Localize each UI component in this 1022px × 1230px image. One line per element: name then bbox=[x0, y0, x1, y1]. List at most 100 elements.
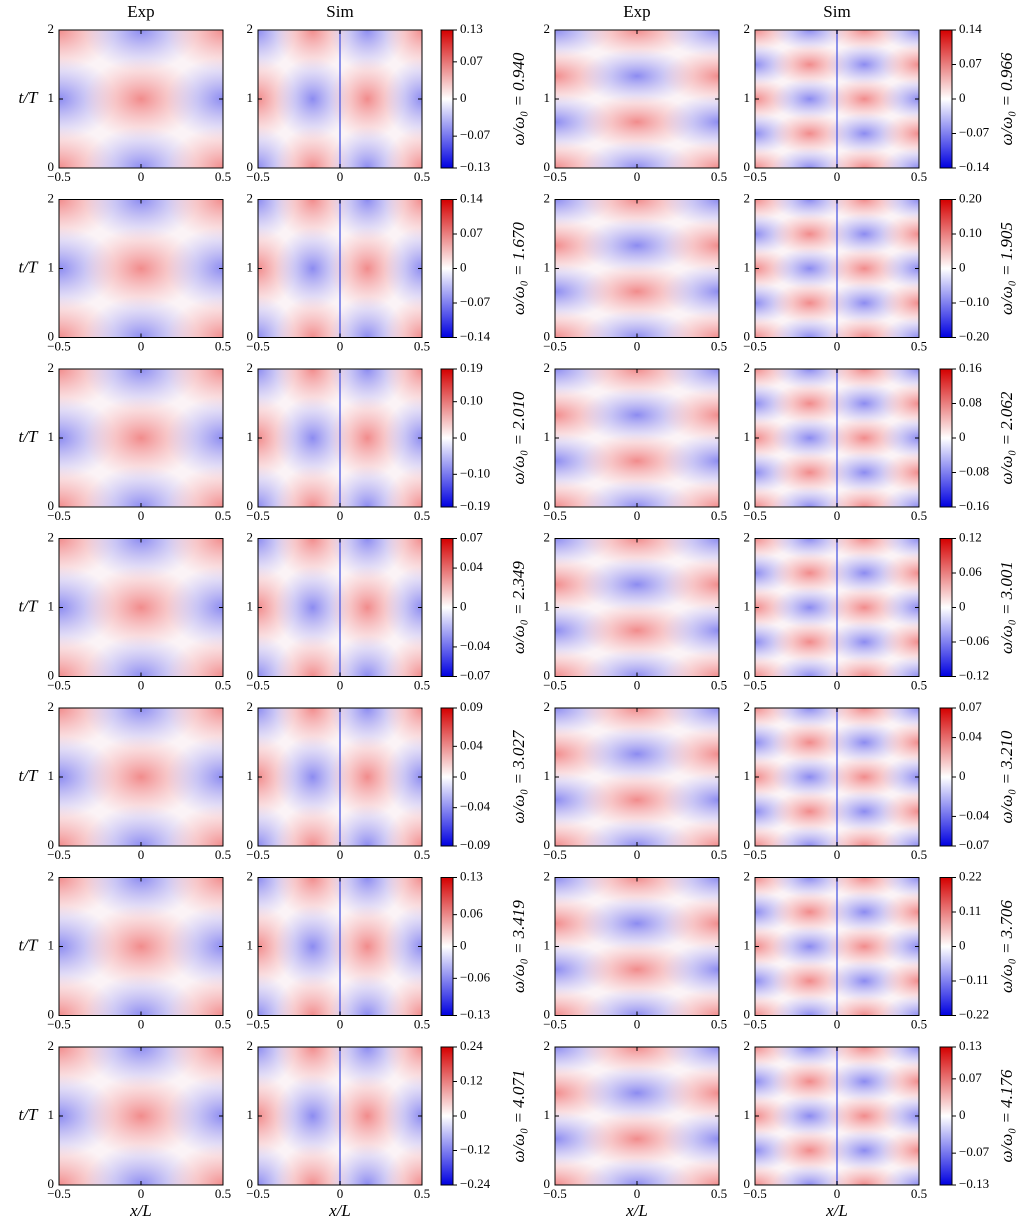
chart: −0.500.5012−0.500.5012t/T0.190.100−0.10−… bbox=[2, 328, 528, 549]
y-tick-label: 0 bbox=[48, 667, 55, 682]
colorbar-tick-label: 0 bbox=[959, 598, 966, 613]
frequency-annotation: ω/ω₀ = 0.940 bbox=[509, 52, 528, 145]
panel-title: Sim bbox=[326, 2, 353, 21]
panel: Exp−0.500.5012 bbox=[2, 0, 281, 209]
colorbar-tick-label: −0.07 bbox=[959, 124, 990, 139]
panel: −0.500.5012 bbox=[2, 158, 281, 379]
x-tick-label: 0 bbox=[337, 169, 344, 184]
x-tick-label: 0 bbox=[634, 1186, 641, 1201]
x-axis-label: x/L bbox=[328, 1201, 351, 1220]
x-tick-label: 0.5 bbox=[215, 1186, 231, 1201]
y-tick-label: 0 bbox=[247, 1176, 254, 1191]
panel: −0.500.5012 bbox=[717, 179, 958, 358]
y-tick-label: 1 bbox=[247, 598, 254, 613]
y-tick-label: 1 bbox=[247, 259, 254, 274]
y-tick-label: 0 bbox=[744, 1006, 751, 1021]
panel: Sim−0.500.5012 bbox=[717, 2, 958, 189]
y-tick-label: 2 bbox=[544, 699, 551, 714]
x-tick-label: 0.5 bbox=[911, 1016, 927, 1031]
colorbar bbox=[940, 200, 952, 338]
heatmap-texture bbox=[717, 9, 958, 188]
colorbar-tick-label: 0 bbox=[959, 768, 966, 783]
colorbar-tick-label: 0.07 bbox=[460, 53, 483, 68]
heatmap-texture bbox=[717, 518, 958, 697]
x-tick-label: 0.5 bbox=[215, 508, 231, 523]
y-tick-label: 0 bbox=[247, 837, 254, 852]
figure: Exp−0.500.5012Sim−0.500.5012t/T0.130.070… bbox=[0, 0, 1022, 1230]
y-tick-label: 1 bbox=[744, 768, 751, 783]
heatmap-texture bbox=[717, 179, 958, 358]
y-tick-label: 1 bbox=[744, 90, 751, 105]
x-tick-label: 0.5 bbox=[711, 847, 727, 862]
x-tick-label: 0.5 bbox=[911, 338, 927, 353]
colorbar-tick-label: 0.12 bbox=[959, 529, 982, 544]
y-axis-label: t/T bbox=[19, 766, 39, 785]
colorbar-tick-label: 0.19 bbox=[460, 360, 483, 375]
colorbar-tick-label: −0.19 bbox=[460, 498, 490, 513]
x-tick-label: 0 bbox=[138, 847, 145, 862]
y-tick-label: 0 bbox=[544, 498, 551, 513]
colorbar-tick-label: −0.10 bbox=[460, 465, 490, 480]
x-tick-label: 0.5 bbox=[414, 169, 430, 184]
panel: −0.500.5012 bbox=[717, 687, 958, 866]
colorbar-tick-label: 0.07 bbox=[959, 699, 982, 714]
y-tick-label: 1 bbox=[247, 429, 254, 444]
colorbar-tick-label: 0.13 bbox=[460, 868, 483, 883]
y-tick-label: 0 bbox=[48, 328, 55, 343]
colorbar-tick-label: −0.07 bbox=[460, 294, 491, 309]
colorbar-tick-label: 0.08 bbox=[959, 394, 982, 409]
x-axis-label: x/L bbox=[625, 1201, 648, 1220]
y-tick-label: 1 bbox=[247, 937, 254, 952]
colorbar-tick-label: 0 bbox=[959, 429, 966, 444]
colorbar-tick-label: −0.09 bbox=[460, 837, 490, 852]
panel: −0.500.5012 bbox=[717, 857, 958, 1036]
frequency-annotation: ω/ω₀ = 2.010 bbox=[509, 391, 528, 484]
x-tick-label: 0.5 bbox=[414, 1016, 430, 1031]
colorbar-tick-label: 0 bbox=[460, 259, 467, 274]
frequency-annotation: ω/ω₀ = 3.001 bbox=[997, 561, 1016, 654]
colorbar-tick-label: −0.08 bbox=[959, 463, 989, 478]
y-axis-label: t/T bbox=[19, 1105, 39, 1124]
colorbar-tick-label: 0.07 bbox=[460, 529, 483, 544]
y-tick-label: 0 bbox=[247, 328, 254, 343]
colorbar-tick-label: −0.04 bbox=[460, 638, 491, 653]
y-tick-label: 1 bbox=[544, 598, 551, 613]
x-tick-label: 0 bbox=[138, 1016, 145, 1031]
y-tick-label: 1 bbox=[247, 1107, 254, 1122]
y-tick-label: 1 bbox=[744, 598, 751, 613]
y-tick-label: 1 bbox=[744, 259, 751, 274]
y-tick-label: 2 bbox=[247, 190, 254, 205]
frequency-annotation: ω/ω₀ = 1.905 bbox=[997, 222, 1016, 315]
x-tick-label: 0 bbox=[634, 508, 641, 523]
y-tick-label: 0 bbox=[544, 1176, 551, 1191]
frequency-annotation: ω/ω₀ = 0.966 bbox=[997, 52, 1016, 145]
x-tick-label: 0 bbox=[138, 508, 145, 523]
colorbar-tick-label: −0.22 bbox=[959, 1006, 989, 1021]
x-tick-label: 0.5 bbox=[911, 847, 927, 862]
colorbar-tick-label: 0.11 bbox=[959, 903, 981, 918]
x-tick-label: 0 bbox=[634, 1016, 641, 1031]
x-tick-label: 0.5 bbox=[911, 1186, 927, 1201]
x-tick-label: 0 bbox=[337, 338, 344, 353]
chart: −0.500.5012−0.500.50120.220.110−0.11−0.2… bbox=[498, 850, 1016, 1043]
colorbar-tick-label: 0.07 bbox=[959, 55, 982, 70]
frequency-annotation: ω/ω₀ = 3.027 bbox=[509, 729, 528, 823]
colorbar-tick-label: 0.06 bbox=[959, 564, 982, 579]
colorbar-tick-label: −0.13 bbox=[460, 1006, 490, 1021]
x-tick-label: 0.5 bbox=[711, 338, 727, 353]
panel: −0.500.5012 bbox=[2, 836, 281, 1057]
colorbar bbox=[940, 369, 952, 507]
y-tick-label: 2 bbox=[247, 699, 254, 714]
x-tick-label: 0.5 bbox=[414, 847, 430, 862]
x-tick-label: 0.5 bbox=[215, 677, 231, 692]
x-tick-label: 0.5 bbox=[414, 338, 430, 353]
colorbar-tick-label: 0 bbox=[959, 259, 966, 274]
y-tick-label: 2 bbox=[544, 868, 551, 883]
y-tick-label: 0 bbox=[544, 667, 551, 682]
y-tick-label: 0 bbox=[544, 837, 551, 852]
colorbar-tick-label: 0.16 bbox=[959, 360, 982, 375]
